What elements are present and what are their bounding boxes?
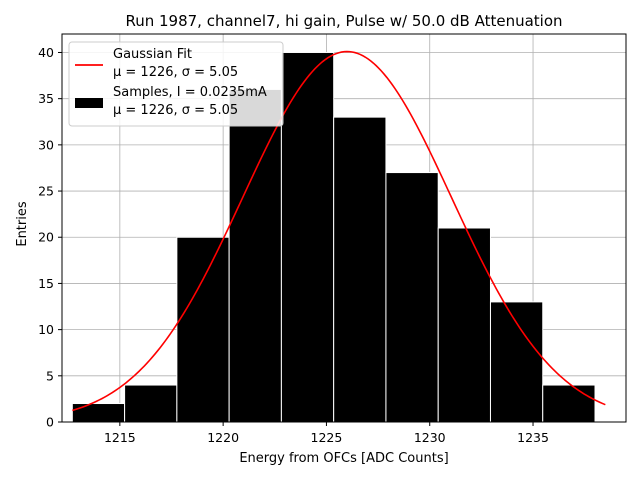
histogram-bar: [176, 236, 230, 423]
y-tick-label: 0: [46, 415, 54, 430]
histogram-bar: [124, 384, 178, 423]
x-tick-label: 1225: [311, 430, 343, 445]
histogram-bar: [437, 227, 491, 423]
histogram-bar: [542, 384, 596, 423]
histogram-bar: [385, 172, 439, 423]
x-tick-label: 1230: [414, 430, 446, 445]
histogram-bar: [71, 403, 126, 423]
y-tick-label: 15: [38, 276, 54, 291]
y-tick-label: 40: [38, 45, 54, 60]
plot-area: 1215 1220 1225 1230 1235 0 5 10 15 20 25 30 35 40 Gaus…: [38, 33, 627, 445]
legend-stats: μ = 1226, σ = 5.05: [113, 103, 238, 118]
histogram-bar: [489, 301, 544, 423]
legend-entry: Gaussian Fit μ = 1226, σ = 5.05: [75, 47, 238, 80]
legend-label: Samples, I = 0.0235mA: [113, 85, 267, 100]
x-tick-label: 1215: [104, 430, 136, 445]
y-tick-label: 10: [38, 322, 54, 337]
legend-entry: Samples, I = 0.0235mA μ = 1226, σ = 5.05: [75, 85, 267, 118]
x-tick-label: 1220: [207, 430, 239, 445]
x-tick-label: 1235: [517, 430, 549, 445]
legend-patch-swatch: [75, 98, 103, 108]
y-tick-label: 5: [46, 368, 54, 383]
x-axis-label: Energy from OFCs [ADC Counts]: [239, 451, 448, 466]
histogram-bar: [333, 116, 387, 423]
legend-stats: μ = 1226, σ = 5.05: [113, 65, 238, 80]
legend-box: [68, 41, 284, 127]
legend-label: Gaussian Fit: [113, 47, 192, 62]
y-tick-label: 25: [38, 184, 54, 199]
y-tick-label: 20: [38, 230, 54, 245]
y-axis-label: Entries: [15, 201, 30, 247]
chart-title: Run 1987, channel7, hi gain, Pulse w/ 50…: [125, 12, 562, 30]
axes-frame: [61, 33, 627, 423]
histogram-bar: [228, 88, 282, 423]
y-tick-label: 35: [38, 91, 54, 106]
gaussian-fit-line: [72, 50, 606, 412]
y-tick-label: 30: [38, 137, 54, 152]
histogram-bar: [280, 51, 335, 423]
